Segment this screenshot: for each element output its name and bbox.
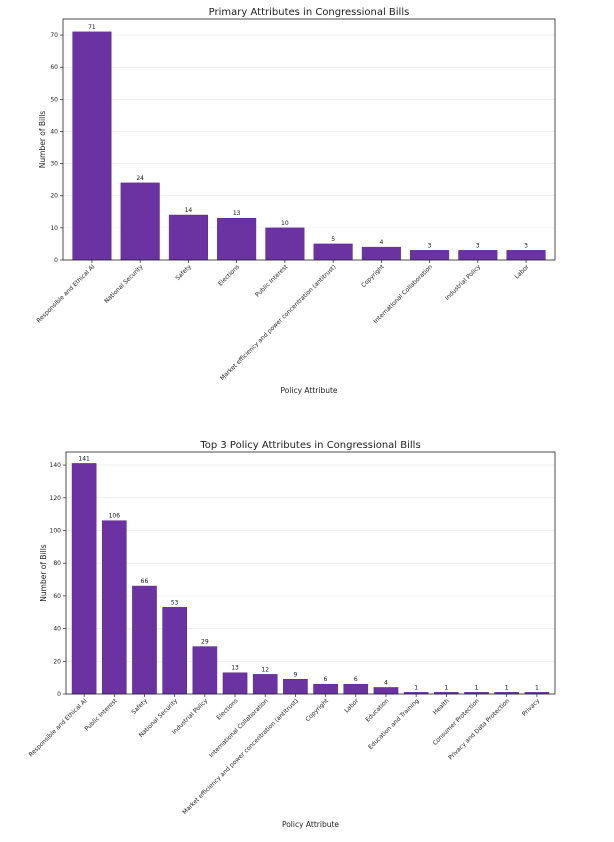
value-label-national-security: 24 xyxy=(136,175,144,182)
bar-industrial-policy xyxy=(192,646,218,695)
x-tick-label-international-collaboration: International Collaboration xyxy=(208,697,270,759)
x-tick-label-safety: Safety xyxy=(174,263,193,282)
bar-public-interest xyxy=(265,227,305,261)
bar-market-efficiency-and-power-concentration-antitrust xyxy=(283,679,308,695)
x-tick-label-labor: Labor xyxy=(343,697,360,714)
primary-attributes-chart: 71 Responsible and Ethical AI 24 National S… xyxy=(35,7,556,395)
bar-responsible-and-ethical-ai xyxy=(71,463,97,695)
y-axis-label: Number of Bills xyxy=(38,111,47,169)
x-tick-label-public-interest: Public Interest xyxy=(83,697,119,733)
value-label-national-security: 53 xyxy=(171,599,179,606)
x-tick-label-market-efficiency-and-power-concentration-antitrust: Market efficiency and power concentratio… xyxy=(181,697,300,816)
y-tick-label: 10 xyxy=(50,225,58,232)
value-label-education-and-training: 1 xyxy=(414,684,418,691)
value-label-health: 1 xyxy=(444,684,448,691)
x-tick-label-copyright: Copyright xyxy=(304,697,330,723)
chart-title: Primary Attributes in Congressional Bill… xyxy=(209,7,410,18)
x-tick-label-public-interest: Public Interest xyxy=(254,263,290,299)
y-tick-label: 40 xyxy=(53,626,61,633)
bar-market-efficiency-and-power-concentration-antitrust xyxy=(313,243,353,261)
value-label-safety: 14 xyxy=(185,207,193,214)
value-label-industrial-policy: 29 xyxy=(201,639,209,646)
x-tick-label-national-security: National Security xyxy=(103,263,145,305)
value-label-privacy: 1 xyxy=(535,684,539,691)
value-label-responsible-and-ethical-ai: 71 xyxy=(88,24,96,31)
bar-copyright xyxy=(361,246,401,261)
y-tick-label: 70 xyxy=(50,32,58,39)
value-label-industrial-policy: 3 xyxy=(476,242,480,249)
value-label-responsible-and-ethical-ai: 141 xyxy=(78,455,90,462)
value-label-consumer-protection: 1 xyxy=(475,684,479,691)
x-tick-label-industrial-policy: Industrial Policy xyxy=(444,263,483,302)
x-tick-label-education-and-training: Education and Training xyxy=(367,697,421,751)
value-label-copyright: 6 xyxy=(324,676,328,683)
value-label-safety: 66 xyxy=(141,578,149,585)
value-label-labor: 6 xyxy=(354,676,358,683)
bar-national-security xyxy=(162,607,187,695)
chart-title: Top 3 Policy Attributes in Congressional… xyxy=(199,440,420,451)
y-tick-label: 140 xyxy=(50,462,62,469)
bar-labor xyxy=(506,250,546,261)
x-tick-label-international-collaboration: International Collaboration xyxy=(372,263,434,325)
value-label-international-collaboration: 3 xyxy=(428,242,432,249)
y-tick-label: 40 xyxy=(50,128,58,135)
x-tick-label-market-efficiency-and-power-concentration-antitrust: Market efficiency and power concentratio… xyxy=(219,263,338,382)
bar-industrial-policy xyxy=(458,250,498,261)
bar-international-collaboration xyxy=(410,250,450,261)
value-label-copyright: 4 xyxy=(379,239,383,246)
y-tick-label: 100 xyxy=(50,527,62,534)
value-label-privacy-and-data-protection: 1 xyxy=(505,684,509,691)
x-axis-label: Policy Attribute xyxy=(282,820,339,829)
bar-elections xyxy=(217,217,257,261)
value-label-elections: 13 xyxy=(233,210,241,217)
x-tick-label-privacy-and-data-protection: Privacy and Data Protection xyxy=(447,697,511,761)
value-label-elections: 13 xyxy=(231,665,239,672)
x-tick-label-elections: Elections xyxy=(217,263,241,287)
x-axis-label: Policy Attribute xyxy=(280,386,337,395)
value-label-labor: 3 xyxy=(524,242,528,249)
bar-copyright xyxy=(313,683,338,695)
bar-responsible-and-ethical-ai xyxy=(72,31,112,261)
bar-labor xyxy=(343,683,369,695)
value-label-public-interest: 106 xyxy=(109,513,121,520)
y-tick-label: 20 xyxy=(53,658,61,665)
bar-safety xyxy=(132,585,157,695)
plot-frame xyxy=(62,18,556,261)
x-tick-label-labor: Labor xyxy=(514,263,531,280)
bar-safety xyxy=(168,214,208,261)
plot-frame xyxy=(65,451,556,695)
bar-national-security xyxy=(120,182,160,261)
y-tick-label: 60 xyxy=(53,593,61,600)
y-tick-label: 30 xyxy=(50,161,58,168)
y-tick-label: 60 xyxy=(50,64,58,71)
y-tick-label: 0 xyxy=(54,257,58,264)
x-tick-label-privacy: Privacy xyxy=(521,697,542,718)
x-tick-label-copyright: Copyright xyxy=(360,263,386,289)
value-label-education: 4 xyxy=(384,679,388,686)
x-tick-label-elections: Elections xyxy=(215,697,239,721)
x-tick-label-health: Health xyxy=(432,697,451,716)
value-label-market-efficiency-and-power-concentration-antitrust: 5 xyxy=(331,236,335,243)
x-tick-label-safety: Safety xyxy=(130,697,149,716)
bar-international-collaboration xyxy=(252,674,278,695)
bar-public-interest xyxy=(101,520,127,695)
bar-education xyxy=(373,687,399,695)
y-tick-label: 120 xyxy=(50,495,62,502)
value-label-market-efficiency-and-power-concentration-antitrust: 9 xyxy=(293,671,297,678)
y-tick-label: 80 xyxy=(53,560,61,567)
x-tick-label-education: Education xyxy=(364,697,390,723)
value-label-international-collaboration: 12 xyxy=(261,666,269,673)
x-tick-label-responsible-and-ethical-ai: Responsible and Ethical AI xyxy=(28,697,89,758)
y-tick-label: 0 xyxy=(57,691,61,698)
bar-elections xyxy=(222,672,248,695)
y-axis-label: Number of Bills xyxy=(39,544,48,602)
value-label-public-interest: 10 xyxy=(281,220,289,227)
y-tick-label: 20 xyxy=(50,193,58,200)
x-tick-label-responsible-and-ethical-ai: Responsible and Ethical AI xyxy=(35,263,96,324)
y-tick-label: 50 xyxy=(50,96,58,103)
